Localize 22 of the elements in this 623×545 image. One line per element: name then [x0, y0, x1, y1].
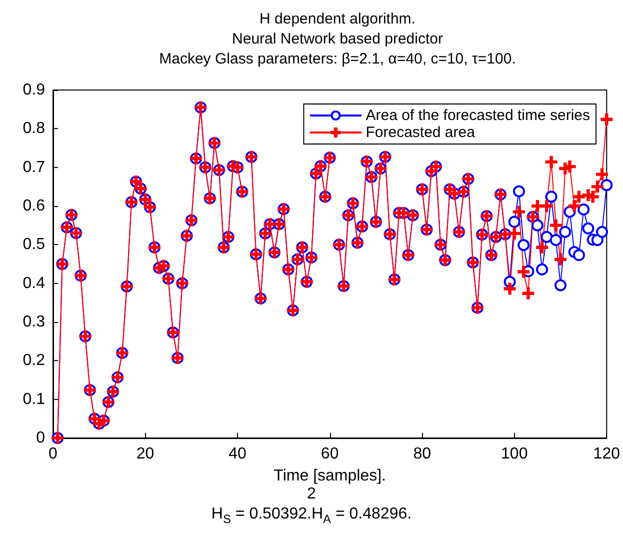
- chart-title: H dependent algorithm. Neural Network based predictor Mackey Glass parameters: β=2.1, α=40, c=10, τ=100.: [159, 10, 516, 68]
- y-tick-label: 0.7: [22, 158, 46, 176]
- y-tick-label: 0: [36, 430, 46, 446]
- legend-label: Forecasted area: [366, 124, 476, 141]
- y-tick-label: 0.2: [22, 352, 46, 370]
- legend-label: Area of the forecasted time series: [366, 107, 590, 124]
- text: 2: [307, 486, 316, 502]
- y-tick-label: 0.3: [22, 314, 46, 330]
- y-tick-label: 0.1: [22, 390, 46, 408]
- x-tick-label: 120: [593, 446, 620, 462]
- x-axis-title: Time [samples].: [274, 468, 386, 484]
- y-tick-label: 0.6: [22, 198, 46, 214]
- x-tick-label: 40: [228, 446, 247, 462]
- y-tick-label: 0.8: [22, 120, 46, 138]
- x-tick-label: 0: [48, 446, 58, 462]
- x-tick-label: 60: [320, 446, 339, 462]
- x-tick-label: 100: [501, 446, 528, 462]
- x-tick-label: 20: [136, 446, 154, 462]
- x-tick-label: 80: [413, 446, 432, 462]
- y-tick-label: 0.4: [22, 274, 46, 292]
- y-tick-label: 0.9: [22, 82, 46, 98]
- y-tick-label: 0.5: [22, 236, 46, 254]
